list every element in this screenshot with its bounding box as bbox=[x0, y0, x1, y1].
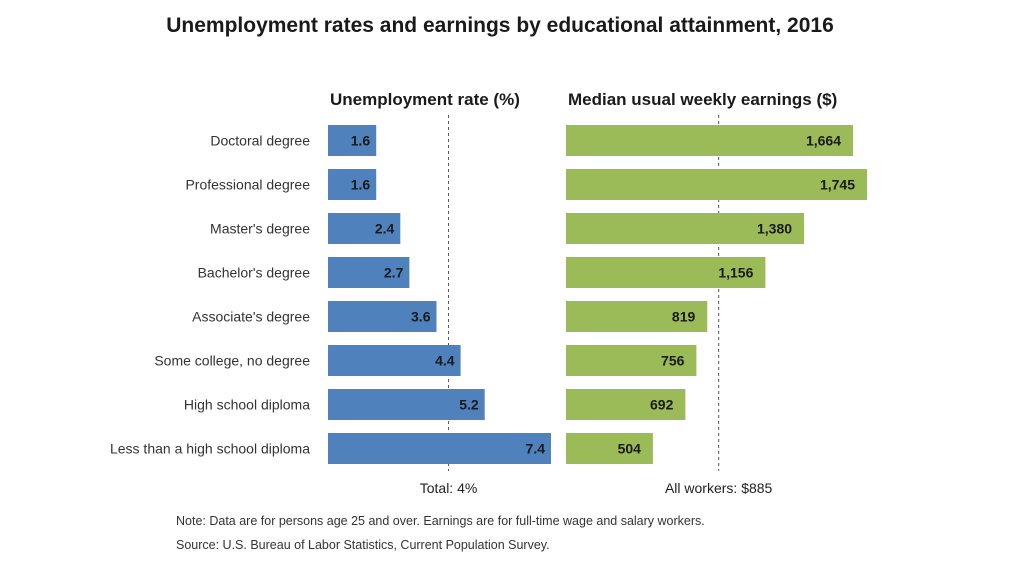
category-label: Professional degree bbox=[185, 177, 310, 193]
earnings-value-label: 692 bbox=[650, 397, 674, 413]
unemployment-value-label: 7.4 bbox=[526, 441, 546, 457]
unemployment-value-label: 5.2 bbox=[459, 397, 479, 413]
chart-title: Unemployment rates and earnings by educa… bbox=[166, 14, 834, 37]
earnings-value-label: 756 bbox=[661, 353, 685, 369]
unemployment-reference-label: Total: 4% bbox=[420, 480, 478, 496]
unemployment-bar bbox=[328, 257, 410, 288]
category-label: Less than a high school diploma bbox=[110, 441, 310, 457]
unemployment-bar bbox=[328, 125, 377, 156]
earnings-value-label: 1,664 bbox=[806, 133, 841, 149]
earnings-bar bbox=[566, 389, 686, 420]
earnings-bar bbox=[566, 345, 697, 376]
unemployment-bar bbox=[328, 433, 551, 464]
earnings-value-label: 1,380 bbox=[757, 221, 792, 237]
category-label: Doctoral degree bbox=[210, 133, 310, 149]
earnings-bar bbox=[566, 301, 708, 332]
unemployment-panel-title: Unemployment rate (%) bbox=[330, 90, 520, 109]
unemployment-value-label: 2.7 bbox=[384, 265, 404, 281]
unemployment-bar bbox=[328, 301, 437, 332]
unemployment-bar bbox=[328, 213, 401, 244]
earnings-value-label: 819 bbox=[672, 309, 696, 325]
earnings-bar bbox=[566, 257, 766, 288]
unemployment-bar bbox=[328, 389, 485, 420]
unemployment-value-label: 3.6 bbox=[411, 309, 431, 325]
unemployment-value-label: 4.4 bbox=[435, 353, 455, 369]
unemployment-value-label: 1.6 bbox=[351, 177, 371, 193]
unemployment-value-label: 2.4 bbox=[375, 221, 395, 237]
unemployment-bar bbox=[328, 169, 377, 200]
earnings-bar bbox=[566, 125, 854, 156]
chart-note: Note: Data are for persons age 25 and ov… bbox=[176, 514, 705, 528]
category-label: Master's degree bbox=[210, 221, 310, 237]
category-label: Bachelor's degree bbox=[198, 265, 311, 281]
earnings-value-label: 504 bbox=[618, 441, 642, 457]
earnings-panel-title: Median usual weekly earnings ($) bbox=[568, 90, 838, 109]
earnings-value-label: 1,156 bbox=[718, 265, 753, 281]
earnings-reference-label: All workers: $885 bbox=[665, 480, 773, 496]
chart-source: Source: U.S. Bureau of Labor Statistics,… bbox=[176, 538, 550, 552]
unemployment-value-label: 1.6 bbox=[351, 133, 371, 149]
earnings-bar bbox=[566, 433, 653, 464]
earnings-value-label: 1,745 bbox=[820, 177, 855, 193]
category-label: Associate's degree bbox=[192, 309, 310, 325]
category-label: Some college, no degree bbox=[154, 353, 310, 369]
unemployment-bar bbox=[328, 345, 461, 376]
earnings-bar bbox=[566, 169, 867, 200]
category-label: High school diploma bbox=[184, 397, 310, 413]
earnings-bar bbox=[566, 213, 805, 244]
